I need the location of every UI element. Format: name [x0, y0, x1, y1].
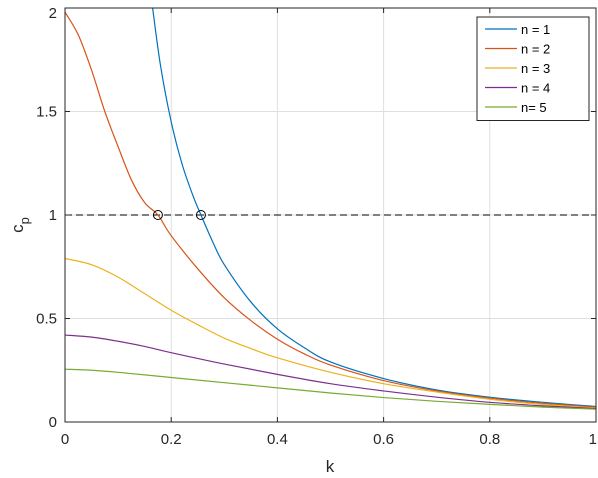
x-tick-label-3: 0.6 [373, 431, 394, 448]
y-tick-label-4: 2 [49, 5, 57, 22]
x-tick-label-0: 0 [61, 431, 69, 448]
x-tick-label-5: 1 [589, 431, 597, 448]
series-line-n2 [65, 11, 596, 408]
series-group [65, 8, 596, 410]
y-tick-label-3: 1.5 [36, 104, 57, 121]
legend-label-n5: n= 5 [521, 100, 547, 115]
y-axis-label: cp [8, 217, 32, 233]
legend-label-n2: n = 2 [521, 42, 550, 57]
series-line-n3 [65, 257, 596, 409]
series-line-n5 [65, 368, 596, 410]
legend-label-n3: n = 3 [521, 61, 550, 76]
x-tick-label-1: 0.2 [161, 431, 182, 448]
y-axis-label-subscript: p [17, 217, 32, 224]
legend-label-n1: n = 1 [521, 22, 550, 37]
series-line-n4 [65, 334, 596, 410]
legend: n = 1 n = 2 n = 3 n = 4 n= 5 [476, 16, 590, 121]
y-tick-label-1: 0.5 [36, 311, 57, 328]
legend-label-n4: n = 4 [521, 81, 550, 96]
intersection-marker-2 [195, 210, 206, 220]
marker-group [152, 210, 206, 220]
legend-box [476, 16, 590, 121]
x-tick-label-4: 0.8 [479, 431, 500, 448]
series-line-n1 [152, 8, 596, 408]
x-tick-label-2: 0.4 [267, 431, 288, 448]
y-axis-label-main: c [8, 224, 27, 233]
tick-group: 0 0.2 0.4 0.6 0.8 1 0 0.5 1 1.5 2 [36, 5, 597, 448]
y-tick-label-2: 1 [49, 207, 57, 224]
y-tick-label-0: 0 [49, 414, 57, 431]
x-axis-label: k [326, 457, 335, 476]
intersection-marker-1 [152, 210, 163, 220]
